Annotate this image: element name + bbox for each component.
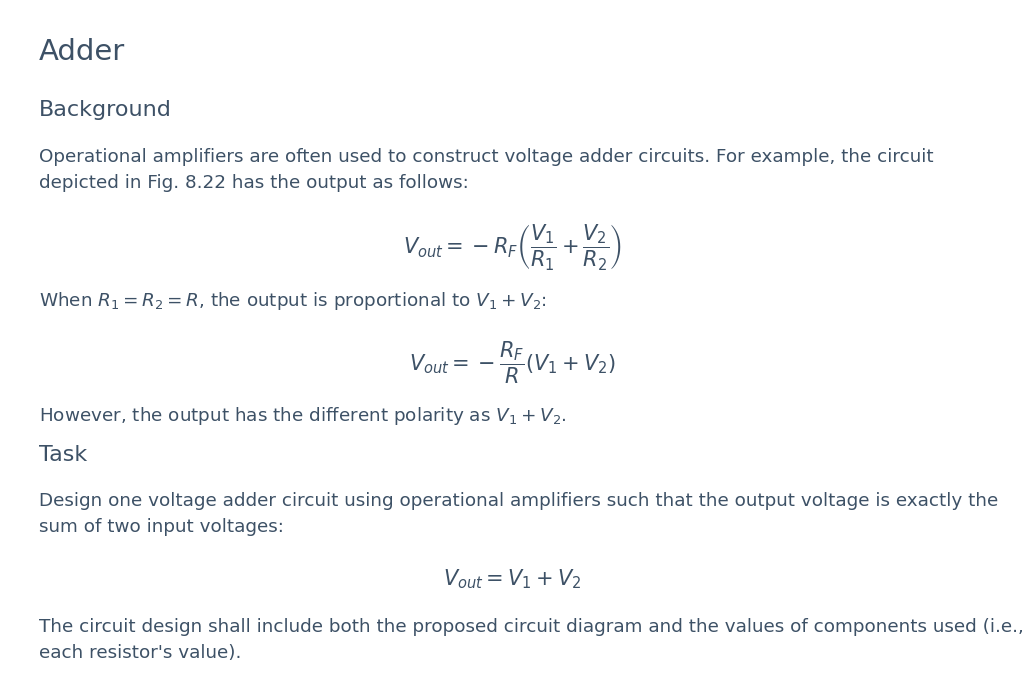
Text: Background: Background [39, 100, 172, 120]
Text: However, the output has the different polarity as $V_1 + V_2$.: However, the output has the different po… [39, 405, 566, 427]
Text: $V_{out} = -R_F \left(\dfrac{V_1}{R_1} + \dfrac{V_2}{R_2}\right)$: $V_{out} = -R_F \left(\dfrac{V_1}{R_1} +… [402, 222, 622, 272]
Text: sum of two input voltages:: sum of two input voltages: [39, 518, 284, 536]
Text: When $R_1 = R_2 = R$, the output is proportional to $V_1 + V_2$:: When $R_1 = R_2 = R$, the output is prop… [39, 290, 547, 312]
Text: depicted in Fig. 8.22 has the output as follows:: depicted in Fig. 8.22 has the output as … [39, 174, 469, 192]
Text: $V_{out} = -\dfrac{R_F}{R}\left(V_1 + V_2\right)$: $V_{out} = -\dfrac{R_F}{R}\left(V_1 + V_… [409, 340, 615, 386]
Text: each resistor's value).: each resistor's value). [39, 644, 242, 662]
Text: The circuit design shall include both the proposed circuit diagram and the value: The circuit design shall include both th… [39, 618, 1024, 636]
Text: Task: Task [39, 445, 87, 465]
Text: $V_{out} = V_1 + V_2$: $V_{out} = V_1 + V_2$ [442, 567, 582, 590]
Text: Adder: Adder [39, 38, 125, 66]
Text: Design one voltage adder circuit using operational amplifiers such that the outp: Design one voltage adder circuit using o… [39, 492, 998, 510]
Text: Operational amplifiers are often used to construct voltage adder circuits. For e: Operational amplifiers are often used to… [39, 148, 934, 166]
